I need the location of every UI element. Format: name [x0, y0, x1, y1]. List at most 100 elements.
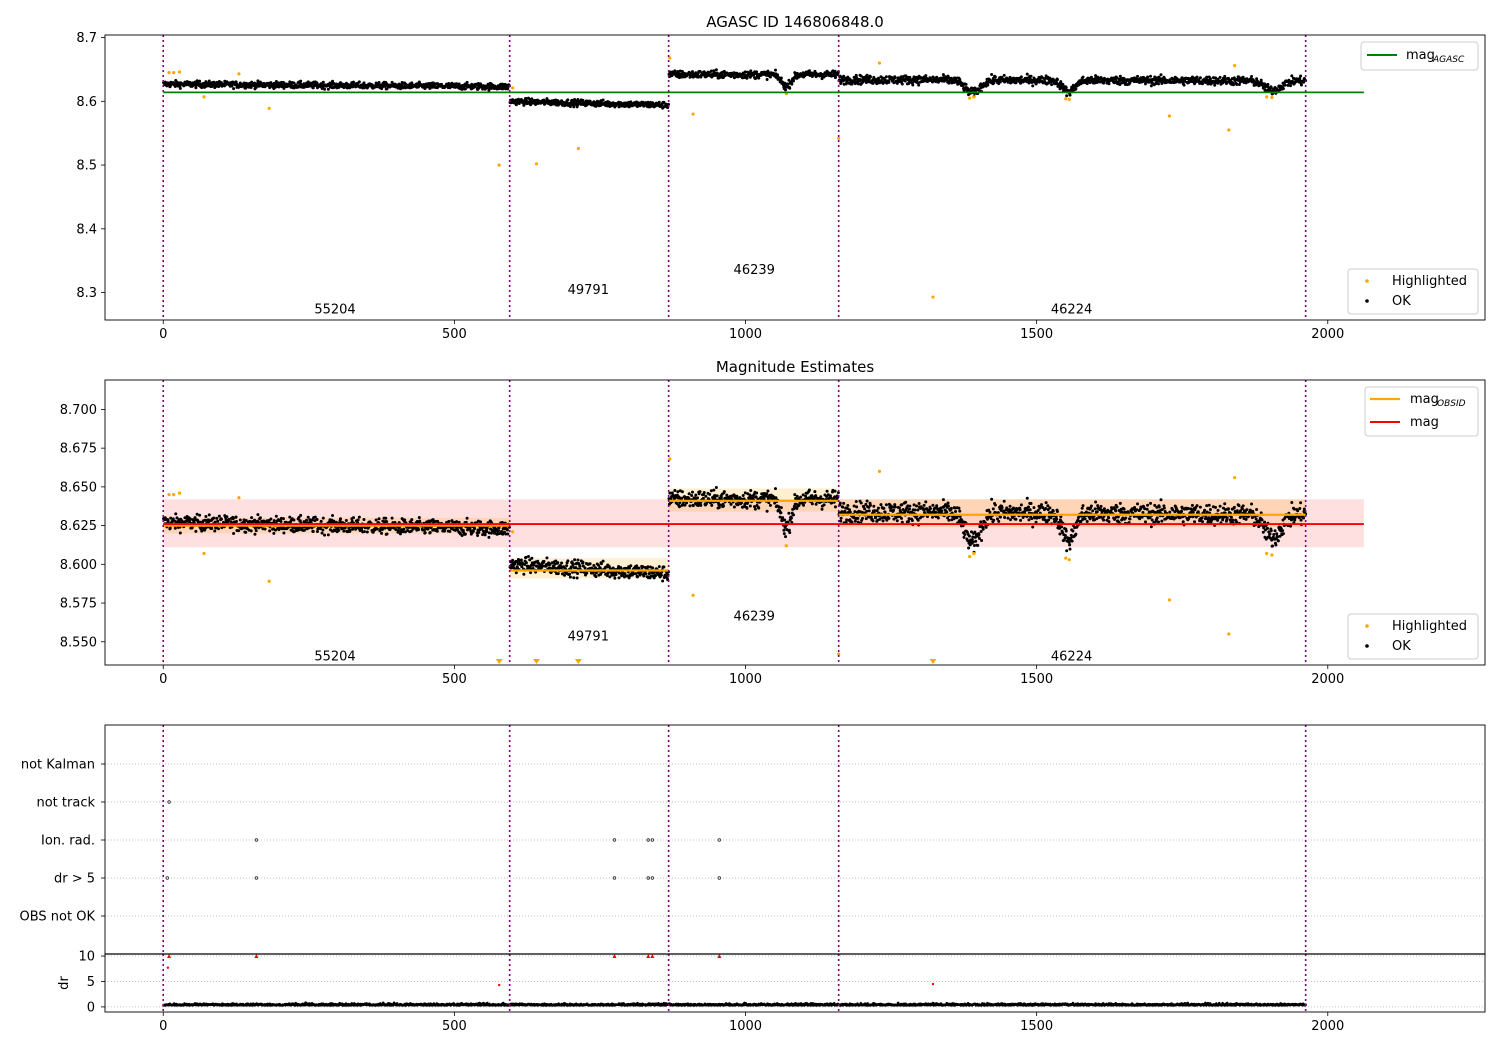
ok-point	[863, 507, 867, 511]
ok-point	[506, 87, 510, 91]
ok-point	[594, 575, 598, 579]
ok-point	[1061, 82, 1065, 86]
ok-point	[751, 496, 755, 500]
ok-point	[712, 488, 716, 492]
ok-point	[802, 503, 806, 507]
ok-point	[365, 530, 369, 534]
ok-point	[838, 74, 842, 78]
ok-point	[1235, 82, 1239, 86]
ok-point	[1218, 75, 1222, 79]
ok-point	[375, 527, 379, 531]
highlighted-point	[837, 136, 841, 140]
ok-point	[690, 493, 694, 497]
highlighted-point	[931, 295, 935, 299]
ok-point	[634, 572, 638, 576]
ok-point	[788, 86, 792, 90]
ok-point	[755, 70, 759, 74]
ok-point	[305, 518, 309, 522]
ok-point	[990, 497, 994, 501]
y-tick-label: 8.600	[60, 558, 97, 573]
ok-point	[306, 515, 310, 519]
ok-point	[416, 528, 420, 532]
ok-point	[887, 516, 891, 520]
ok-point	[781, 516, 785, 520]
ok-point	[520, 565, 524, 569]
ok-point	[1115, 76, 1119, 80]
ok-point	[1055, 517, 1059, 521]
ok-point	[641, 100, 645, 104]
ok-point	[712, 69, 716, 73]
ok-point	[357, 80, 361, 84]
highlighted-point	[172, 71, 176, 75]
ok-point	[949, 506, 953, 510]
ok-point	[900, 503, 904, 507]
ok-point	[526, 555, 530, 559]
ok-point	[859, 501, 863, 505]
ok-point	[867, 77, 871, 81]
ok-point	[799, 495, 803, 499]
ok-point	[704, 494, 708, 498]
ok-point	[782, 528, 786, 532]
ok-point	[661, 579, 665, 583]
ok-point	[629, 564, 633, 568]
ok-point	[757, 506, 761, 510]
ok-point	[473, 527, 477, 531]
ok-point	[784, 88, 788, 92]
y-tick-label: 8.4	[76, 222, 97, 237]
ok-point	[963, 532, 967, 536]
y-tick-label: 8.3	[76, 286, 97, 301]
legend-subscript: AGASC	[1432, 55, 1465, 65]
ok-point	[1050, 83, 1054, 87]
ok-point	[220, 526, 224, 530]
ok-point	[1299, 83, 1303, 87]
ok-point	[232, 87, 236, 91]
ok-point	[1068, 547, 1072, 551]
ok-point	[331, 514, 335, 518]
ok-point	[576, 571, 580, 575]
ok-point	[657, 565, 661, 569]
ok-point	[1031, 84, 1035, 88]
ok-point	[576, 558, 580, 562]
ok-point	[465, 80, 469, 84]
highlighted-point	[1233, 64, 1237, 68]
ok-point	[659, 573, 663, 577]
ok-point	[204, 514, 208, 518]
ok-point	[410, 518, 414, 522]
ok-point	[988, 510, 992, 514]
ok-point	[1292, 77, 1296, 81]
ok-point	[274, 514, 278, 518]
ok-point	[1071, 529, 1075, 533]
ok-point	[846, 504, 850, 508]
legend-box	[1347, 268, 1479, 315]
ok-point	[1019, 518, 1023, 522]
ok-point	[773, 487, 777, 491]
ok-point	[1002, 73, 1006, 77]
ok-point	[1156, 82, 1160, 86]
ok-point	[958, 509, 962, 513]
ok-point	[572, 105, 576, 109]
ok-point	[865, 499, 869, 503]
ok-point	[234, 515, 238, 519]
highlighted-point	[691, 112, 695, 116]
ok-point	[825, 489, 829, 493]
ok-point	[194, 529, 198, 533]
ok-point	[356, 518, 360, 522]
obsid-label: 55204	[314, 303, 355, 318]
ok-point	[1032, 506, 1036, 510]
ok-point	[790, 82, 794, 86]
ok-point	[253, 532, 257, 536]
ok-point	[522, 102, 526, 106]
ok-point	[1178, 80, 1182, 84]
ok-point	[1135, 77, 1139, 81]
ok-point	[768, 503, 772, 507]
highlighted-point	[1265, 95, 1269, 99]
ok-point	[662, 565, 666, 569]
ok-point	[1118, 74, 1122, 78]
ok-point	[917, 501, 921, 505]
ok-point	[845, 81, 849, 85]
ok-point	[753, 507, 757, 511]
ok-point	[814, 502, 818, 506]
ok-point	[829, 496, 833, 500]
ok-point	[601, 559, 605, 563]
